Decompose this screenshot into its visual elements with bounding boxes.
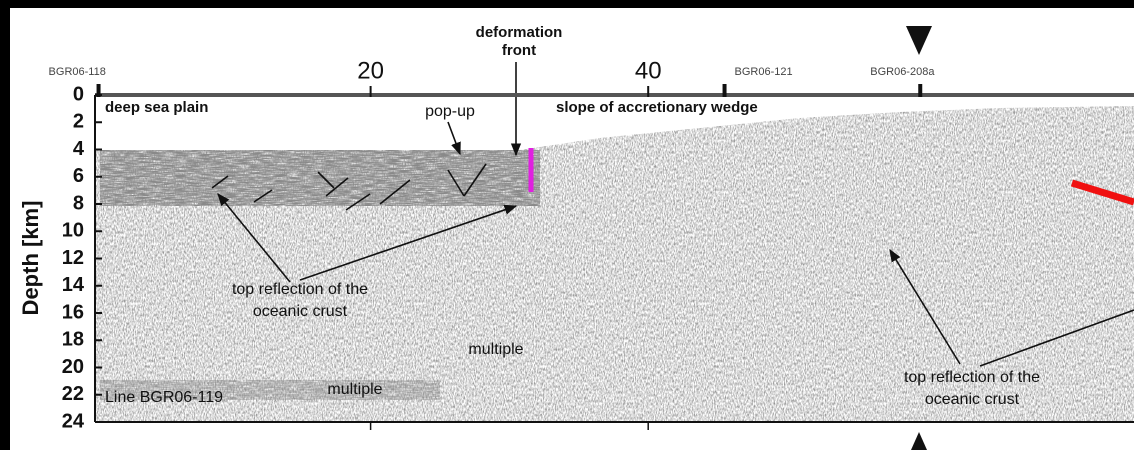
annotation: oceanic crust — [253, 303, 348, 320]
annotation: front — [502, 42, 536, 59]
annotation: multiple — [327, 381, 382, 398]
y-tick-label: 12 — [62, 247, 84, 269]
x-tick-label: 40 — [635, 57, 662, 84]
y-axis-label: Depth [km] — [18, 201, 43, 316]
y-tick-label: 2 — [73, 111, 84, 133]
y-tick-label: 0 — [73, 83, 84, 105]
y-tick-label: 10 — [62, 220, 84, 242]
y-tick-label: 18 — [62, 329, 84, 351]
annotation: deformation — [476, 24, 563, 41]
annotation: slope of accretionary wedge — [556, 99, 758, 116]
line-label: Line BGR06-119 — [105, 389, 223, 406]
x-tick-label: 20 — [357, 57, 384, 84]
annotation: top reflection of the — [904, 369, 1040, 386]
station-label: BGR06-208a — [870, 66, 935, 78]
y-tick-label: 20 — [62, 356, 84, 378]
station-label: BGR06-118 — [49, 66, 106, 78]
annotation: oceanic crust — [925, 391, 1020, 408]
figure: Depth [km] Line BGR06-119 02468101214161… — [0, 0, 1134, 450]
y-tick-label: 4 — [73, 138, 85, 160]
y-tick-label: 6 — [73, 165, 84, 187]
annotation: top reflection of the — [232, 281, 368, 298]
y-tick-label: 14 — [62, 274, 85, 296]
y-tick-label: 24 — [62, 410, 85, 432]
annotation: multiple — [468, 341, 523, 358]
station-label: BGR06-121 — [735, 66, 793, 78]
annotation: pop-up — [425, 103, 475, 120]
y-tick-label: 16 — [62, 301, 84, 323]
y-tick-label: 22 — [62, 383, 84, 405]
page: {"chart_data": { "type": "seismic-sectio… — [0, 0, 1134, 450]
annotation: deep sea plain — [105, 99, 208, 116]
sediment-layers — [100, 150, 540, 206]
y-tick-label: 8 — [73, 192, 84, 214]
